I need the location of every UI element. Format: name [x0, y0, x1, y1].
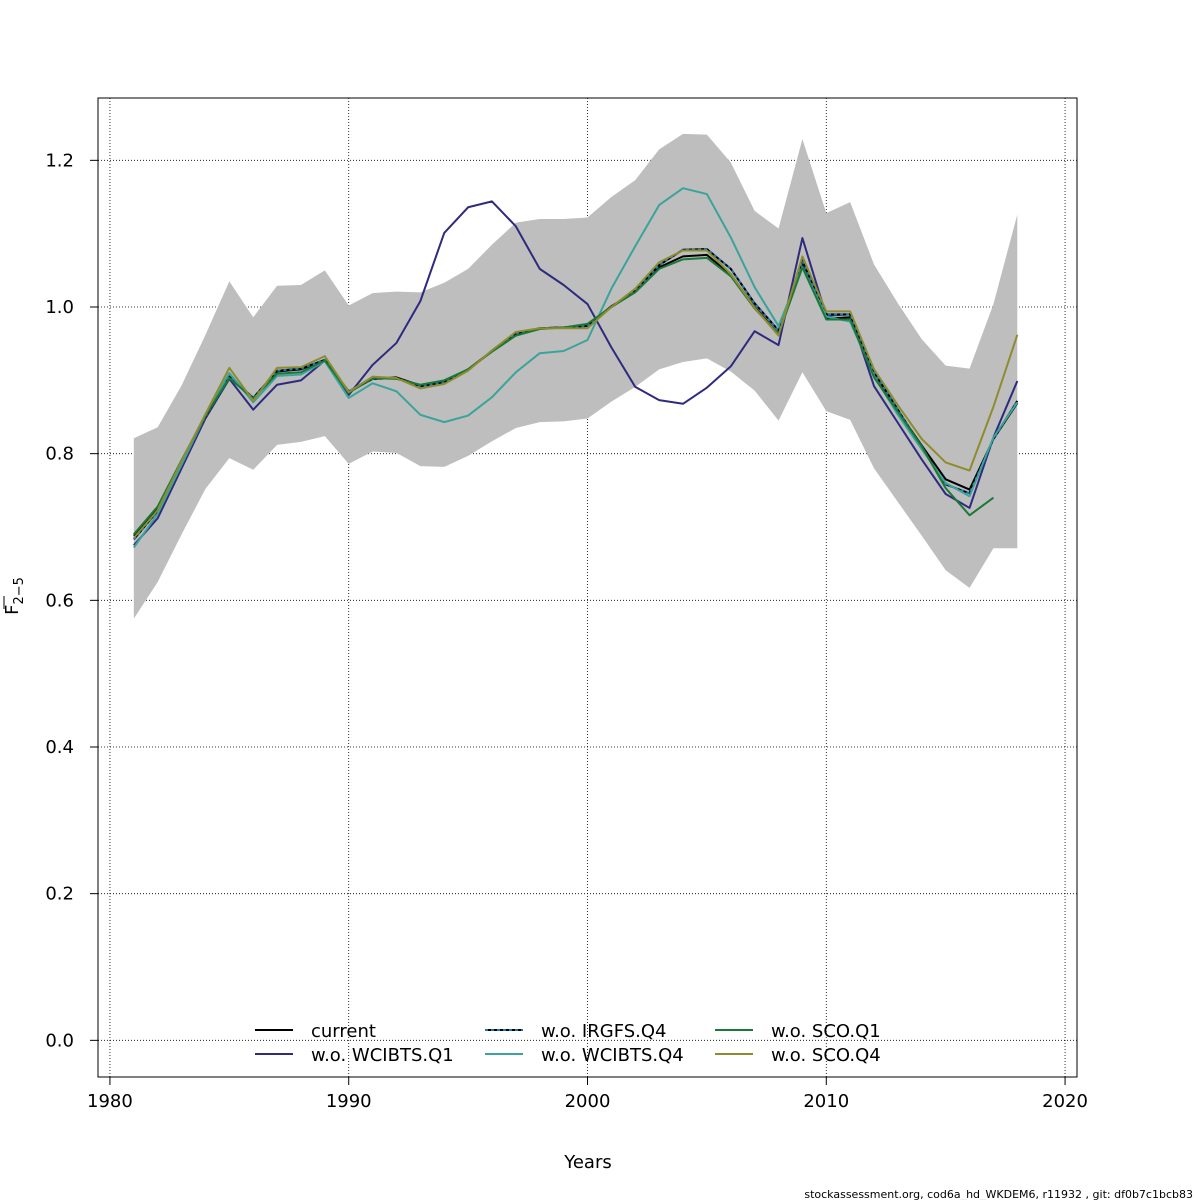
confidence-band-layer — [133, 133, 1018, 619]
y-axis-title: F2−5 — [2, 577, 27, 615]
y-axis-title-main: F — [2, 605, 23, 615]
legend-item-w-o-sco-q1: w.o. SCO.Q1 — [715, 1021, 881, 1042]
y-tick-label-0.8: 0.8 — [45, 444, 74, 465]
x-tick-label-2000: 2000 — [565, 1091, 611, 1112]
y-tick-label-0.0: 0.0 — [45, 1030, 74, 1051]
legend-item-current: current — [255, 1021, 376, 1042]
legend-label: w.o. SCO.Q1 — [771, 1021, 881, 1042]
y-tick-label-0.4: 0.4 — [45, 737, 74, 758]
legend-item-w-o-sco-q4: w.o. SCO.Q4 — [715, 1045, 881, 1066]
series-w-o-wcibts-q1-line — [133, 200, 1019, 546]
x-tick-label-1980: 1980 — [87, 1091, 133, 1112]
legend: current w.o. WCIBTS.Q1 w.o. IRGFS.Q4 w.o. W… — [255, 1021, 881, 1066]
y-tick-label-1.2: 1.2 — [45, 150, 74, 171]
x-axis-title: Years — [563, 1152, 612, 1173]
svg-text:F2−5: F2−5 — [2, 577, 27, 615]
y-tick-label-0.2: 0.2 — [45, 884, 74, 905]
legend-label: w.o. SCO.Q4 — [771, 1045, 881, 1066]
legend-label: w.o. WCIBTS.Q1 — [311, 1045, 454, 1066]
series-lines-layer — [133, 187, 1019, 549]
confidence-band — [133, 133, 1018, 619]
legend-label: current — [311, 1021, 376, 1042]
series-w-o-wcibts-q1 — [133, 200, 1019, 546]
y-tick-label-1.0: 1.0 — [45, 297, 74, 318]
legend-item-w-o-wcibts-q4: w.o. WCIBTS.Q4 — [485, 1045, 684, 1066]
series-w-o-irgfs-q4 — [133, 248, 1019, 541]
legend-item-w-o-wcibts-q1: w.o. WCIBTS.Q1 — [255, 1045, 454, 1066]
x-tick-label-1990: 1990 — [326, 1091, 372, 1112]
series-w-o-irgfs-q4-line — [133, 248, 1019, 541]
x-tick-label-2020: 2020 — [1042, 1091, 1088, 1112]
legend-label: w.o. WCIBTS.Q4 — [541, 1045, 684, 1066]
legend-item-w-o-irgfs-q4: w.o. IRGFS.Q4 — [485, 1021, 667, 1042]
series-w-o-sco-q4 — [133, 249, 1019, 539]
y-tick-label-0.6: 0.6 — [45, 590, 74, 611]
series-w-o-sco-q4-line — [133, 249, 1019, 539]
legend-label: w.o. IRGFS.Q4 — [541, 1021, 667, 1042]
axes: 1980 1990 2000 2010 2020 0.0 0.2 0.4 0.6 0.8 1.0 1.… — [45, 150, 1088, 1112]
footer-credit: stockassessment.org, cod6a_hd_WKDEM6, r1… — [804, 1188, 1193, 1200]
y-axis-title-subscript: 2−5 — [12, 577, 27, 604]
x-tick-label-2010: 2010 — [803, 1091, 849, 1112]
